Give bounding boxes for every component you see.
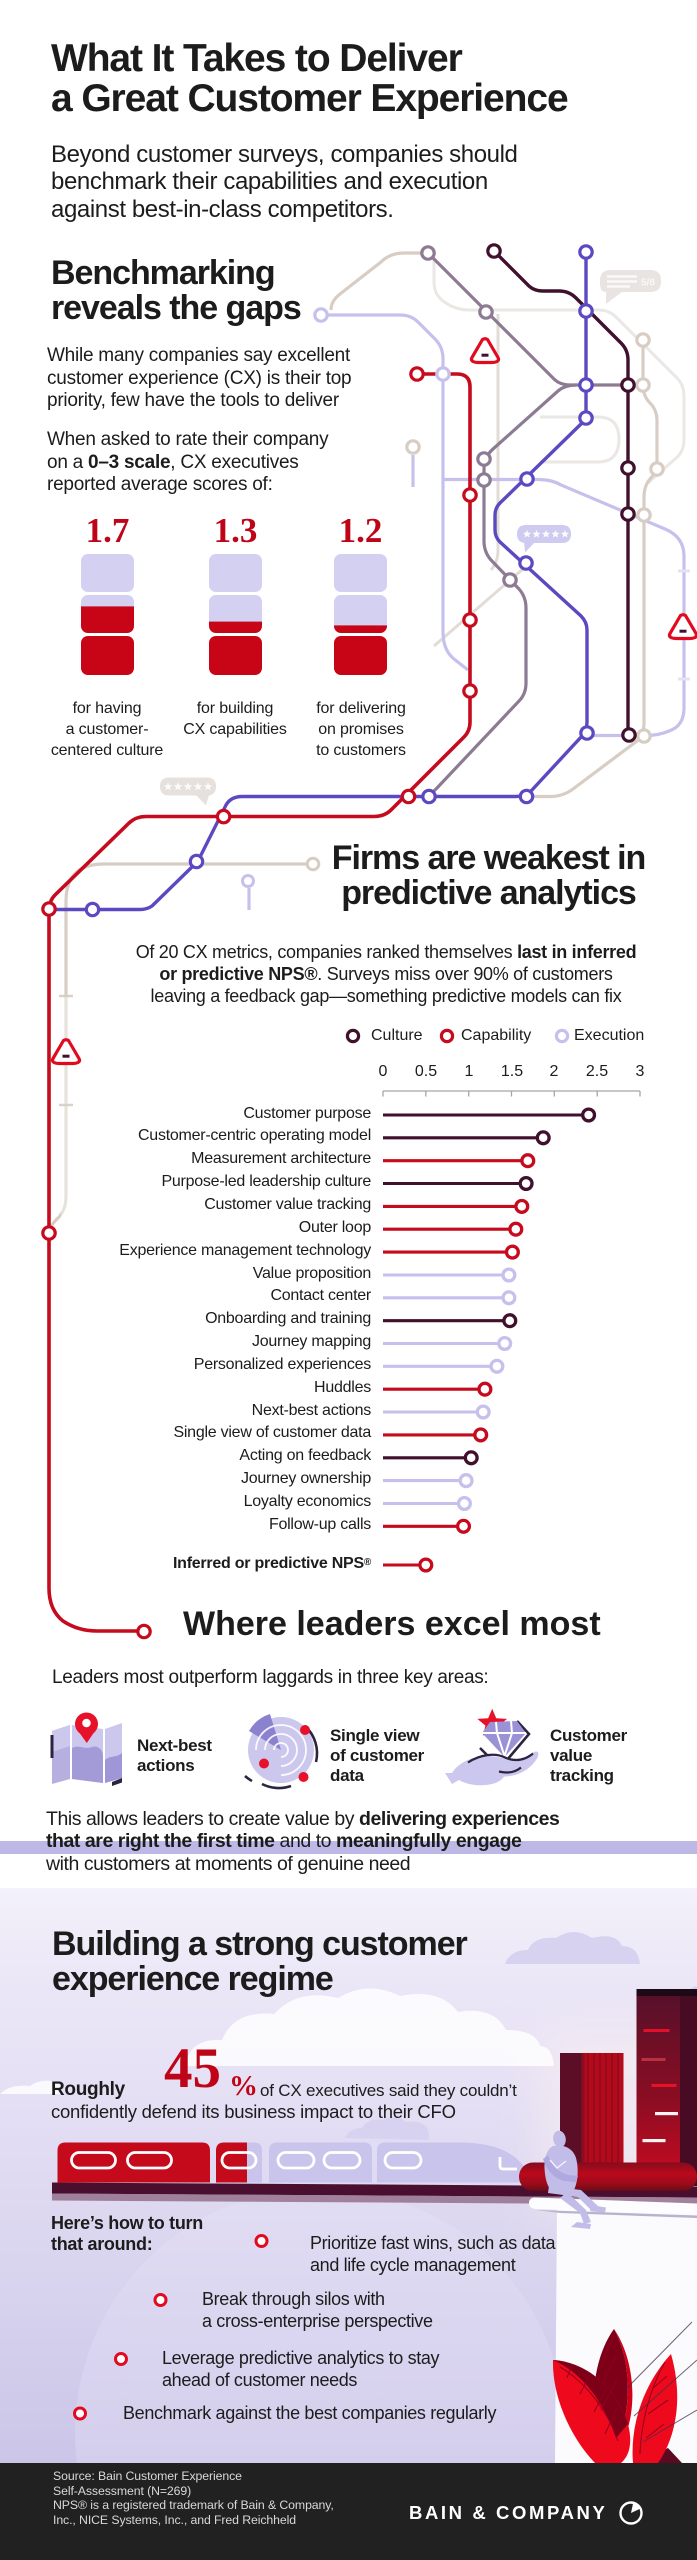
svg-text:5/8: 5/8 [641, 278, 655, 289]
